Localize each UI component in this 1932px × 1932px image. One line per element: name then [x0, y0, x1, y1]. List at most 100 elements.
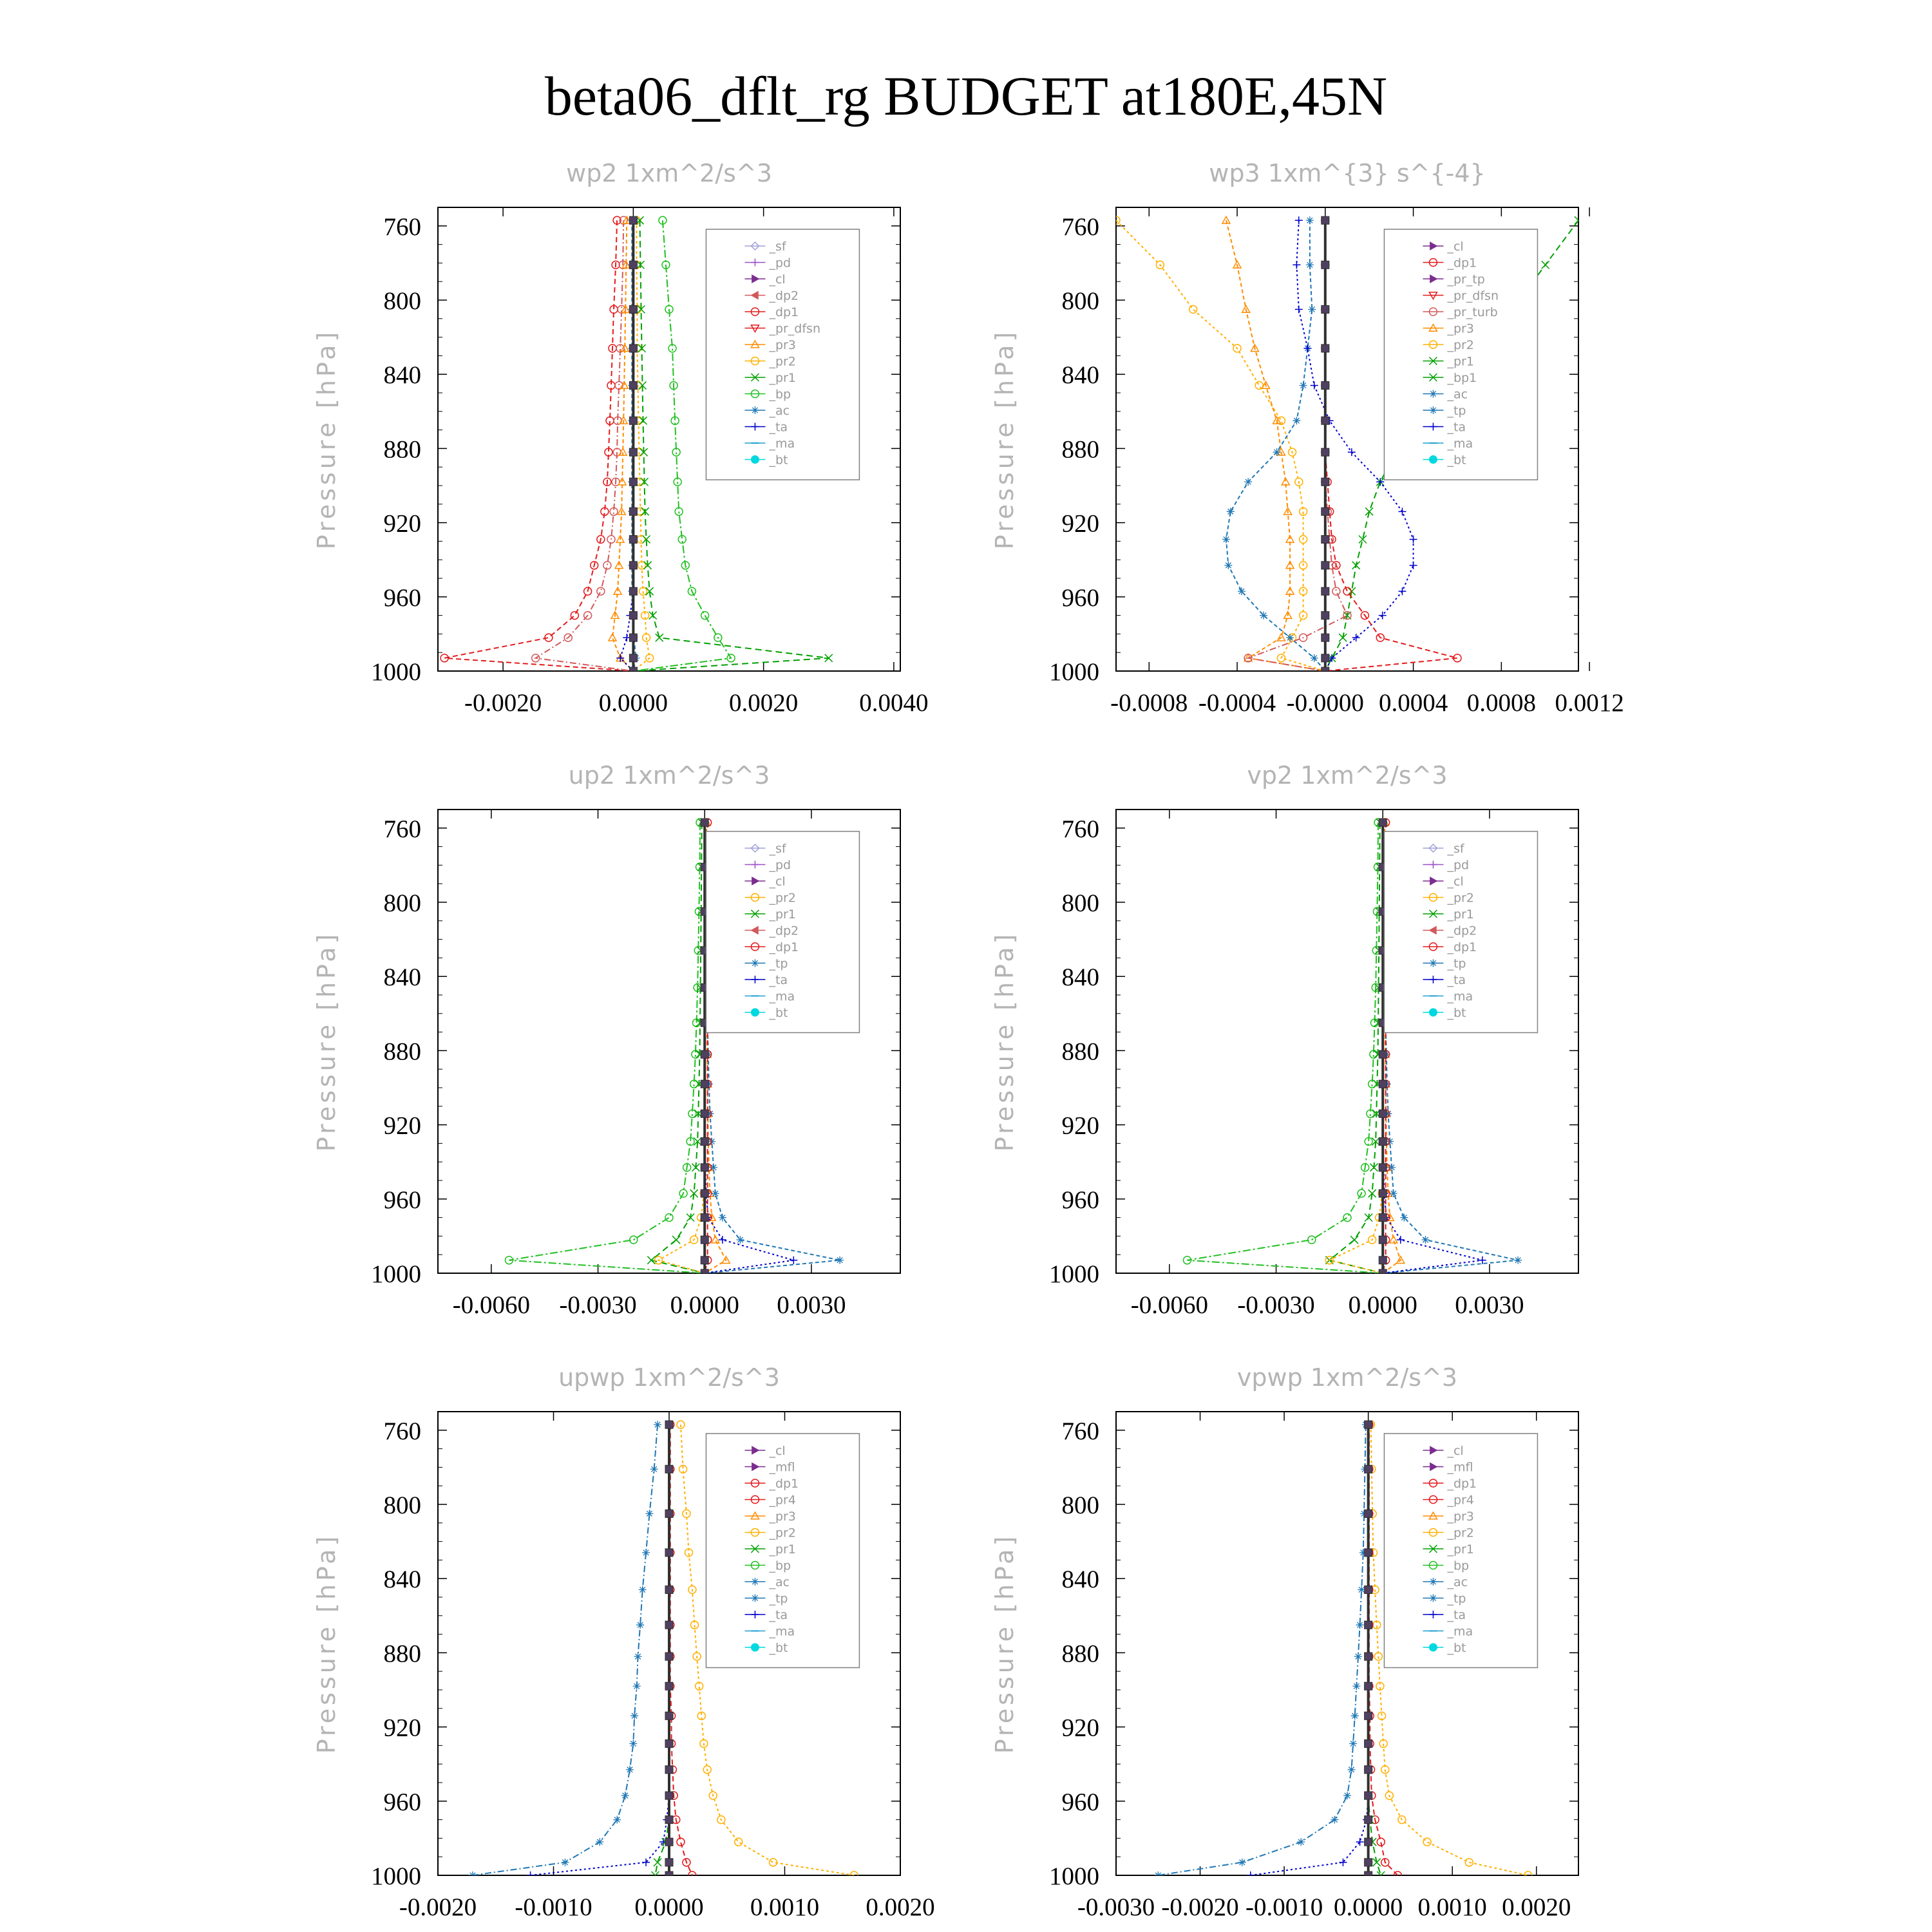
legend-marker: [750, 843, 760, 853]
zero-marker: [700, 818, 709, 827]
y-tick-label: 1000: [1049, 658, 1099, 686]
data-point: [614, 560, 624, 569]
y-tick-label: 880: [384, 1037, 422, 1065]
data-point: [1360, 611, 1370, 620]
data-point: [678, 1464, 688, 1474]
data-point: [1297, 1838, 1305, 1846]
legend-label: _dp2: [1446, 924, 1477, 938]
legend-label: _cl: [1446, 240, 1463, 254]
y-tick-label: 920: [1062, 1112, 1100, 1140]
data-point: [706, 1110, 714, 1118]
y-tick-label: 880: [1062, 1037, 1100, 1065]
data-point: [1574, 216, 1578, 225]
data-point: [1374, 1652, 1383, 1661]
panel-wp2: wp2 1xm^2/s^3 Pressure [hPa] 760 800 840 880 9…: [312, 159, 929, 717]
zero-marker: [629, 344, 638, 353]
data-point: [684, 1548, 694, 1557]
zero-marker: [700, 1269, 709, 1273]
data-point: [686, 1213, 695, 1222]
data-point: [1376, 1681, 1385, 1690]
data-point: [849, 1871, 858, 1875]
legend-label: _bp: [1446, 1559, 1469, 1573]
legend-marker: [750, 307, 760, 316]
data-point: [1332, 561, 1341, 570]
zero-marker: [1321, 587, 1330, 596]
data-point: [676, 1420, 685, 1429]
data-point: [604, 448, 613, 457]
legend-label: _ta: [768, 421, 788, 435]
data-point: [1349, 1739, 1358, 1748]
data-point: [1364, 1137, 1373, 1146]
legend-marker: [750, 455, 759, 464]
zero-marker: [665, 1837, 674, 1846]
data-point: [1283, 506, 1293, 515]
data-point: [1453, 654, 1462, 663]
data-point: [616, 506, 627, 515]
zero-marker: [1321, 561, 1330, 570]
legend-marker: [1428, 340, 1438, 349]
legend-label: _bt: [768, 1006, 788, 1020]
data-point: [689, 1079, 699, 1088]
legend-label: _tp: [768, 957, 788, 971]
legend-label: _pd: [768, 256, 791, 270]
legend-marker: [1430, 1462, 1438, 1472]
zero-marker: [1321, 381, 1330, 390]
x-tick-label: 0.0020: [866, 1893, 934, 1921]
plot-frame: [1115, 207, 1579, 672]
legend-marker: [1429, 406, 1437, 414]
series-line-pr2: [1382, 822, 1402, 1273]
data-point: [642, 1548, 650, 1557]
data-point: [621, 1792, 629, 1800]
legend-marker: [751, 959, 759, 967]
legend-marker: [1429, 390, 1437, 398]
data-point: [1307, 1235, 1316, 1244]
legend-label: _pr1: [768, 1542, 795, 1557]
zero-marker: [629, 587, 638, 596]
legend-label: _ac: [768, 404, 790, 418]
data-point: [703, 1765, 712, 1774]
x-tick-label: -0.0060: [453, 1291, 530, 1319]
data-point: [1368, 1189, 1377, 1198]
data-point: [620, 343, 630, 352]
series-line-pr1: [679, 1425, 855, 1875]
zero-marker: [1378, 1235, 1387, 1244]
zero-marker: [1364, 1739, 1373, 1748]
x-tick-label: 0.0000: [599, 689, 668, 717]
series-line-dp1: [1187, 822, 1383, 1273]
legend-marker: [1428, 1528, 1438, 1537]
y-axis-label: Pressure [hPa]: [990, 1533, 1019, 1754]
x-tick-label: 0.0000: [670, 1291, 739, 1319]
y-tick-label: 800: [1062, 287, 1100, 315]
legend-label: _pr_dfsn: [1446, 289, 1499, 303]
data-point: [1376, 633, 1385, 642]
legend-box: [705, 831, 860, 1034]
x-tick-label: 0.0030: [1455, 1291, 1524, 1319]
data-point: [721, 1255, 731, 1264]
legend-marker: [1428, 942, 1438, 951]
series-line-bp: [1367, 1425, 1382, 1875]
legend-label: _tp: [1446, 1592, 1466, 1606]
x-tick-label: -0.0030: [1237, 1291, 1314, 1319]
y-tick-label: 760: [384, 213, 422, 241]
data-point: [1298, 535, 1308, 544]
series-line-pr1: [633, 220, 829, 671]
data-point: [1364, 1213, 1373, 1222]
data-point: [640, 611, 650, 620]
data-point: [1238, 1858, 1246, 1866]
data-point: [734, 1837, 743, 1846]
legend-label: _bt: [768, 453, 788, 468]
series-line-dp2: [1328, 822, 1383, 1273]
legend-marker: [1429, 1594, 1437, 1602]
legend-label: _bp: [768, 388, 791, 402]
legend-label: _bp: [768, 1559, 791, 1573]
data-point: [625, 1765, 634, 1774]
data-point: [686, 1137, 695, 1146]
data-point: [600, 507, 609, 516]
legend-box: [705, 229, 860, 480]
legend-label: _bp1: [1446, 371, 1477, 385]
legend-marker: [1428, 843, 1438, 853]
data-point: [1397, 1815, 1406, 1824]
zero-marker: [665, 1765, 674, 1774]
data-point: [645, 587, 654, 596]
data-point: [700, 611, 710, 620]
